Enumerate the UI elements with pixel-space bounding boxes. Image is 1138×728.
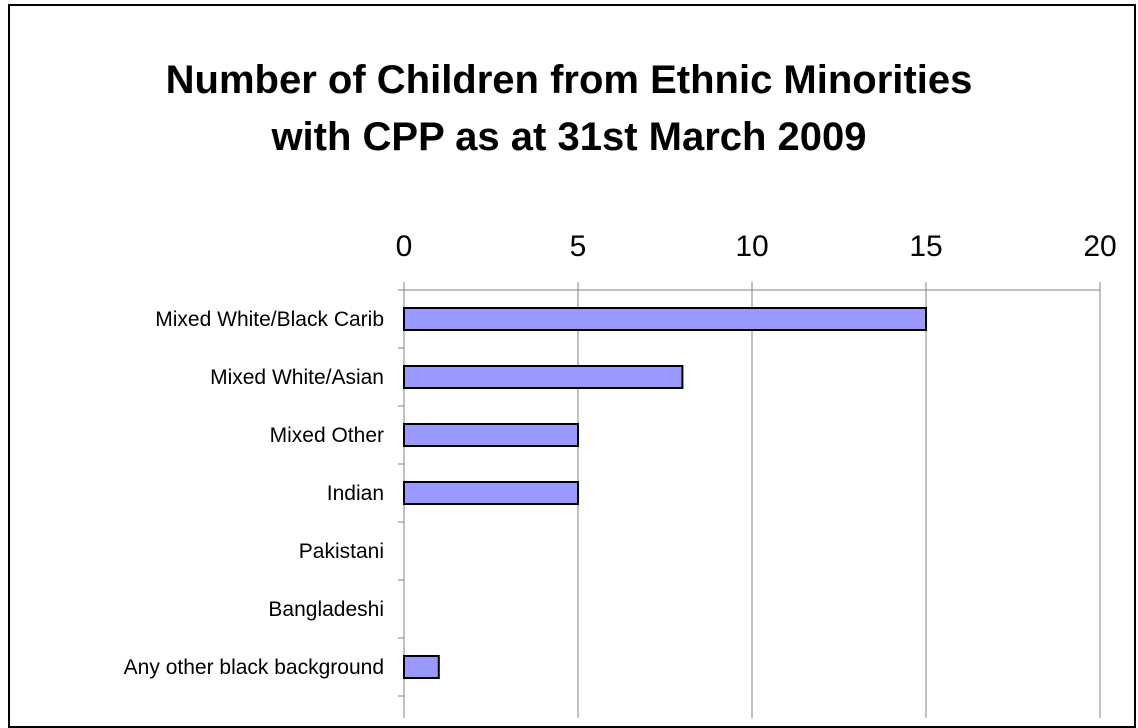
category-labels: Mixed White/Black Carib Mixed White/Asian… [124,308,384,679]
chart-title-line-1: Number of Children from Ethnic Minoritie… [165,58,973,102]
bars [403,307,927,679]
chart-title-line-2: with CPP as at 31st March 2009 [271,115,867,159]
bar-2 [403,365,684,389]
bar-3 [403,423,579,447]
category-label-7: Any other black background [124,656,384,679]
category-label-6: Bangladeshi [268,598,384,621]
category-label-2: Mixed White/Asian [210,366,384,389]
category-label-4: Indian [327,482,384,505]
gridlines [577,290,1101,718]
category-label-3: Mixed Other [270,424,384,447]
x-tick-label-20: 20 [1083,230,1116,263]
x-tick-label-10: 10 [735,230,768,263]
chart-title: Number of Children from Ethnic Minoritie… [0,52,1138,166]
bar-4 [403,481,579,505]
x-tick-label-5: 5 [570,230,587,263]
category-label-5: Pakistani [299,540,384,563]
bar-7 [403,655,440,679]
x-tick-label-0: 0 [396,230,413,263]
bar-1 [403,307,927,331]
x-tick-label-15: 15 [909,230,942,263]
category-label-1: Mixed White/Black Carib [155,308,384,331]
x-tick-labels: 0 5 10 15 20 [396,230,1117,263]
